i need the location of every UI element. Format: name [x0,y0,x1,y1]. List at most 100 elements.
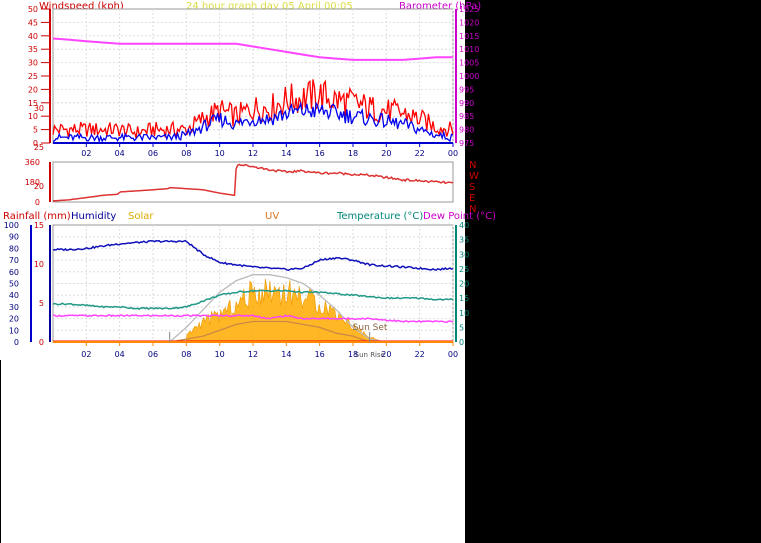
rainfall-tick-label: 10 [9,326,19,335]
rainfall-tick-label: 0 [14,338,19,347]
temperature-tick-label: 15 [459,294,469,303]
rainfall-tick-label: 50 [9,280,19,289]
barometer-tick-label: 1010 [459,45,479,54]
barometer-tick-label: 985 [459,112,474,121]
barometer-tick-label: 1020 [459,18,479,27]
wind-tick-label: 35 [28,45,38,54]
dew-point-line [52,314,454,323]
rain-mm-tick-label: 30 [34,104,44,113]
rain-mm-tick-label: 20 [34,182,44,191]
rainfall-tick-label: 30 [9,303,19,312]
direction-tick-label: 360 [25,158,40,167]
humidity-time-label: 10 [215,350,225,359]
barometer-tick-label: 975 [459,139,474,148]
humidity-time-label: 20 [381,350,391,359]
compass-label: E [469,193,475,204]
uv-line [169,320,387,343]
wind-axis-title: Windspeed (kph) [39,1,124,12]
solar-max-curve [169,274,387,343]
rainfall-tick-label: 90 [9,233,19,242]
temperature-tick-label: 35 [459,236,469,245]
temperature-tick-label: 40 [459,221,469,230]
legend-rainfall: Rainfall (mm) [3,211,71,222]
rain-mm-tick-label: 25 [34,143,44,152]
wind-time-label: 10 [215,149,225,158]
barometer-axis-title: Barometer (hPa) [399,1,481,12]
temperature-tick-label: 20 [459,280,469,289]
wind-tick-label: 50 [28,5,38,14]
humidity-time-label: 12 [248,350,258,359]
wind-time-label: 12 [248,149,258,158]
wind-time-label: 00 [448,149,458,158]
compass-label: W [469,171,479,182]
humidity-time-label: 02 [81,350,91,359]
temperature-tick-label: 10 [459,309,469,318]
legend-humidity: Humidity [71,211,116,222]
direction-plot-area [52,161,454,203]
rain-mm-tick-label: 15 [34,221,44,230]
temperature-tick-label: 5 [459,323,464,332]
compass-label: N [469,160,476,171]
temperature-tick-label: 25 [459,265,469,274]
sun-rise-label: Sun Rise [355,351,385,359]
rainfall-tick-label: 20 [9,315,19,324]
humidity-time-label: 08 [181,350,191,359]
rainfall-tick-label: 70 [9,256,19,265]
direction-tick-label: 180 [25,178,40,187]
barometer-tick-label: 980 [459,126,474,135]
direction-tick-label: 0 [35,198,40,207]
sun-set-label: Sun Set [353,323,388,333]
wind-time-label: 20 [381,149,391,158]
humidity-time-label: 18 [348,350,358,359]
rain-mm-tick-label: 0 [39,338,44,347]
rain-mm-tick-label: 10 [34,260,44,269]
legend-dew-point: Dew Point (°C) [423,211,496,222]
rainfall-tick-label: 40 [9,291,19,300]
barometer-tick-label: 1005 [459,59,479,68]
humidity-time-label: 14 [281,350,291,359]
compass-label: S [469,182,475,193]
rainfall-tick-label: 80 [9,244,19,253]
barometer-tick-label: 1000 [459,72,479,81]
temperature-line [52,289,454,310]
wind-tick-label: 25 [28,72,38,81]
humidity-time-label: 22 [415,350,425,359]
barometer-line [52,37,453,61]
wind-time-label: 18 [348,149,358,158]
wind-time-label: 08 [181,149,191,158]
humidity-time-label: 00 [448,350,458,359]
wind-time-label: 04 [115,149,125,158]
wind-time-label: 16 [315,149,325,158]
wind-tick-label: 10 [28,112,38,121]
wind-tick-label: 20 [28,85,38,94]
wind-tick-label: 5 [33,126,38,135]
legend-temperature: Temperature (°C) [336,211,423,222]
wind-time-label: 06 [148,149,158,158]
graph-title: 24 hour graph day 05 April 00:05 [186,1,353,12]
temperature-tick-label: 0 [459,338,464,347]
wind-time-label: 14 [281,149,291,158]
legend-solar: Solar [128,211,154,222]
rain-mm-tick-label: 5 [39,299,44,308]
wind-tick-label: 15 [28,99,38,108]
wind-tick-label: 45 [28,18,38,27]
barometer-tick-label: 1015 [459,32,479,41]
legend-uv: UV [265,211,279,222]
compass-label: N [469,204,476,215]
wind-tick-label: 0 [33,139,38,148]
barometer-tick-label: 1025 [459,5,479,14]
humidity-time-label: 06 [148,350,158,359]
rainfall-tick-label: 60 [9,268,19,277]
wind-average-line [52,101,454,144]
wind-tick-label: 30 [28,59,38,68]
bottom-panel-legend: Rainfall (mm) Humidity Solar UV Temperat… [3,211,496,222]
wind-tick-label: 40 [28,32,38,41]
barometer-tick-label: 995 [459,85,474,94]
barometer-tick-label: 990 [459,99,474,108]
humidity-line [52,239,454,272]
wind-time-label: 02 [81,149,91,158]
